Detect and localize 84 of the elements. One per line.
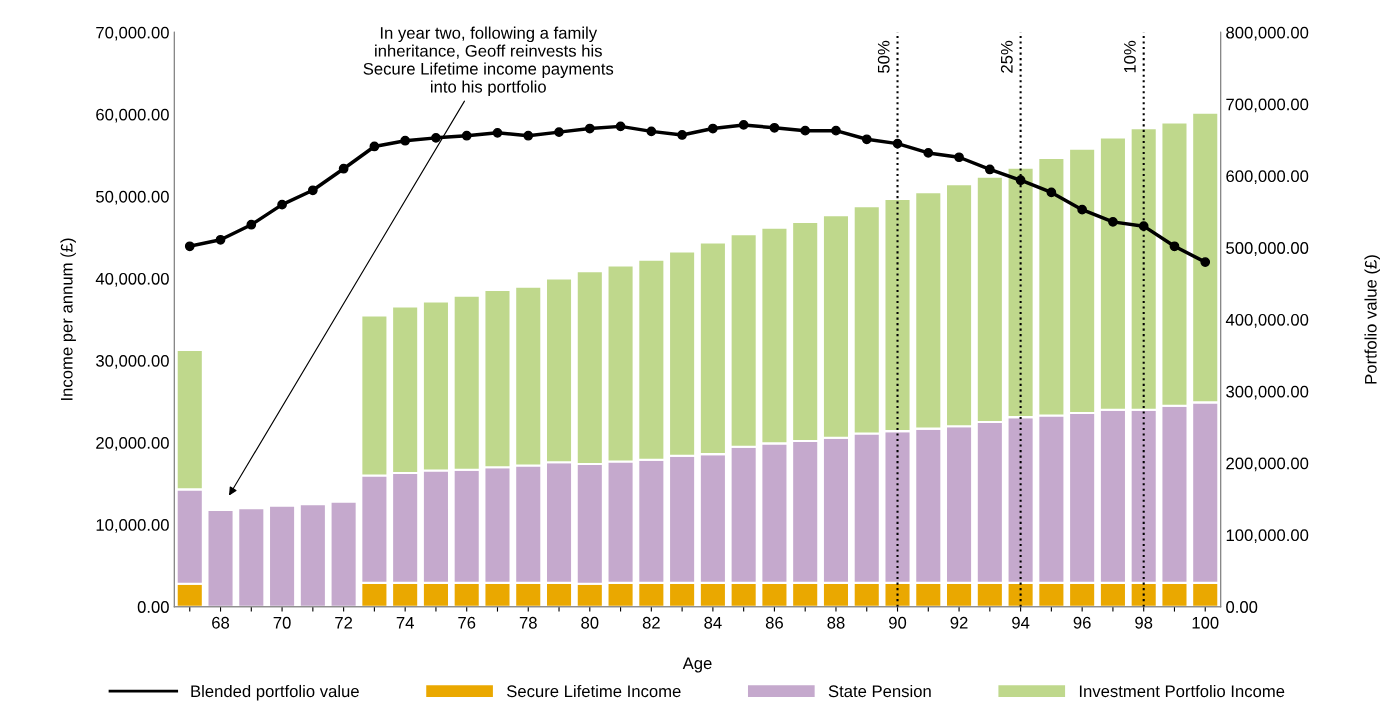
x-tick-label: 100 xyxy=(1192,616,1219,629)
y2-tick-label: 0.00 xyxy=(1226,601,1258,613)
y-tick-label: 70,000.00 xyxy=(96,26,169,41)
annotation: In year two, following a family inheritance, Geoff reinvests his Secure Lifetime income payments into his portfolio xyxy=(363,26,614,96)
y2-tick-label: 500,000.00 xyxy=(1226,242,1309,256)
y2-tick-label: 600,000.00 xyxy=(1226,170,1309,185)
y-tick-label: 60,000.00 xyxy=(96,108,169,123)
point xyxy=(431,132,441,143)
point xyxy=(769,122,780,133)
point xyxy=(215,234,226,245)
bar xyxy=(237,507,266,607)
legend-label: Blended portfolio value xyxy=(191,684,359,701)
point xyxy=(646,126,657,137)
annotation: 10% xyxy=(1123,40,1136,73)
y2-tick-label: 200,000.00 xyxy=(1226,457,1309,472)
annotation: 50% xyxy=(877,40,890,73)
point xyxy=(338,163,349,174)
x-tick-label: 78 xyxy=(519,616,537,629)
point xyxy=(584,123,595,134)
y2-tick-label: 800,000.00 xyxy=(1226,26,1309,41)
point xyxy=(492,127,503,138)
x-tick-label: 68 xyxy=(212,616,230,629)
y-tick-label: 40,000.00 xyxy=(95,272,169,287)
x-tick-label: 96 xyxy=(1073,616,1091,629)
point xyxy=(954,152,964,163)
x-tick-label: 82 xyxy=(642,616,660,629)
legend-label: Secure Lifetime Income xyxy=(507,684,681,698)
x-tick-label: 80 xyxy=(581,616,599,629)
point xyxy=(892,138,903,149)
point xyxy=(861,134,872,145)
y-tick-label: 20,000.00 xyxy=(96,437,169,451)
point xyxy=(461,130,472,141)
point xyxy=(184,241,195,252)
legend-label: Investment Portfolio Income xyxy=(1079,684,1285,698)
y-tick-label: 0.00 xyxy=(137,601,169,613)
point xyxy=(831,125,841,136)
point xyxy=(1046,187,1057,198)
y2-tick-label: 700,000.00 xyxy=(1226,98,1309,113)
y-tick-label: 10,000.00 xyxy=(96,519,169,533)
point xyxy=(400,135,411,146)
annotation: 25% xyxy=(1000,40,1013,73)
bar xyxy=(206,508,235,607)
x-tick-label: 70 xyxy=(273,616,291,629)
point xyxy=(1200,257,1211,267)
y-tick-label: 30,000.00 xyxy=(96,354,169,369)
x-tick-label: 88 xyxy=(827,616,845,629)
y2-axis-title: Portfolio value (£) xyxy=(1364,255,1380,384)
bar xyxy=(329,500,358,607)
point xyxy=(1138,221,1149,232)
point xyxy=(677,130,687,140)
point xyxy=(369,141,380,152)
point xyxy=(307,185,318,196)
x-tick-label: 86 xyxy=(765,616,783,629)
point xyxy=(1015,175,1026,186)
point xyxy=(708,123,718,134)
y-axis-title: Income per annum (£) xyxy=(60,238,76,400)
point xyxy=(1108,217,1118,227)
x-tick-label: 74 xyxy=(396,617,414,629)
point xyxy=(738,120,749,130)
bar xyxy=(298,503,327,607)
point xyxy=(923,148,934,158)
point xyxy=(246,219,257,230)
x-tick-label: 90 xyxy=(889,616,907,629)
bar xyxy=(267,504,297,607)
y2-tick-label: 100,000.00 xyxy=(1226,529,1309,544)
x-tick-label: 94 xyxy=(1012,616,1030,629)
point xyxy=(1169,241,1180,252)
x-axis-title: Age xyxy=(682,657,712,673)
x-tick-label: 92 xyxy=(950,616,968,629)
x-tick-label: 98 xyxy=(1135,616,1153,629)
point xyxy=(984,164,995,175)
legend-label: State Pension xyxy=(828,684,931,698)
x-tick-label: 84 xyxy=(704,616,722,629)
y-tick-label: 50,000.00 xyxy=(96,190,169,205)
y2-tick-label: 400,000.00 xyxy=(1225,313,1309,328)
y2-tick-label: 300,000.00 xyxy=(1226,385,1309,400)
point xyxy=(554,127,564,137)
point xyxy=(615,121,626,132)
point xyxy=(1077,204,1088,215)
point xyxy=(523,130,534,141)
x-tick-label: 72 xyxy=(335,616,353,629)
point xyxy=(277,199,287,210)
point xyxy=(800,125,811,136)
x-tick-label: 76 xyxy=(458,616,476,629)
